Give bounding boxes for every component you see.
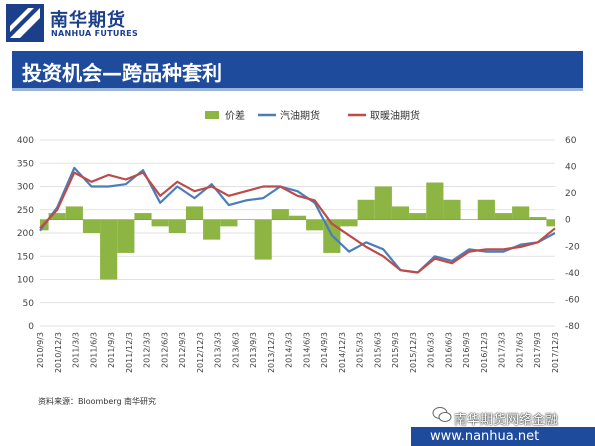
y2-tick-label: -40	[565, 269, 580, 279]
brand-name-cn: 南华期货	[50, 10, 126, 31]
x-tick-label: 2016/12/3	[480, 332, 489, 373]
x-tick-label: 2010/12/3	[54, 332, 63, 373]
x-tick-label: 2013/9/3	[249, 332, 258, 368]
x-tick-label: 2017/9/3	[533, 332, 542, 368]
wechat-icon	[432, 407, 452, 422]
x-tick-label: 2013/3/3	[214, 332, 223, 368]
spread-bar	[443, 199, 461, 220]
page-title: 投资机会—跨品种套利	[22, 61, 222, 85]
spread-bar	[340, 219, 358, 227]
x-tick-label: 2015/3/3	[356, 332, 365, 368]
x-tick-label: 2011/9/3	[107, 332, 116, 368]
spread-bar	[203, 219, 221, 240]
legend-label: 取暖油期货	[370, 109, 420, 122]
x-tick-label: 2012/12/3	[196, 332, 205, 373]
y2-tick-label: -60	[565, 295, 580, 305]
spread-bar	[168, 219, 186, 233]
spread-bar	[546, 219, 555, 227]
brand-name-en: NANHUA FUTURES	[51, 29, 139, 38]
y-tick-label: 300	[17, 183, 34, 193]
x-tick-label: 2015/12/3	[409, 332, 418, 373]
spread-bar	[100, 219, 118, 280]
spread-bar	[357, 199, 375, 220]
x-tick-label: 2017/6/3	[515, 332, 524, 368]
spread-bar	[271, 209, 289, 220]
y-tick-label: 50	[23, 299, 35, 309]
x-tick-label: 2016/6/3	[444, 332, 453, 368]
x-tick-label: 2011/3/3	[72, 332, 81, 368]
y2-tick-label: -80	[565, 322, 580, 332]
x-tick-label: 2014/12/3	[338, 332, 347, 373]
y-tick-label: 200	[17, 229, 34, 239]
x-tick-label: 2012/9/3	[178, 332, 187, 368]
x-tick-label: 2012/6/3	[160, 332, 169, 368]
spread-bar	[374, 186, 392, 220]
spread-bar	[185, 206, 204, 220]
spread-bar	[134, 213, 152, 220]
source-note: 资料来源：Bloomberg 南华研究	[38, 397, 157, 406]
spread-bar	[288, 215, 307, 220]
x-tick-label: 2013/6/3	[231, 332, 240, 368]
spread-bar	[65, 206, 83, 220]
spread-bar	[117, 219, 135, 253]
y-tick-label: 400	[17, 136, 34, 146]
x-tick-label: 2014/3/3	[285, 332, 294, 368]
spread-bar	[151, 219, 169, 227]
y2-tick-label: 0	[565, 216, 571, 226]
x-tick-label: 2011/12/3	[125, 332, 134, 373]
y-tick-label: 100	[17, 276, 34, 286]
footer-bar	[411, 427, 595, 446]
title-banner	[12, 51, 583, 88]
y2-tick-label: 40	[565, 163, 577, 173]
y-tick-label: 150	[17, 252, 34, 262]
y2-tick-label: 20	[565, 189, 577, 199]
footer-url[interactable]: www.nanhua.net	[430, 429, 540, 444]
x-tick-label: 2016/3/3	[427, 332, 436, 368]
x-tick-label: 2010/9/3	[36, 332, 45, 368]
y-tick-label: 350	[17, 159, 34, 169]
x-tick-label: 2014/6/3	[302, 332, 311, 368]
x-tick-label: 2016/9/3	[462, 332, 471, 368]
spread-bar	[494, 213, 513, 220]
spread-bar	[220, 219, 238, 227]
x-tick-label: 2014/9/3	[320, 332, 329, 368]
spread-bar	[391, 206, 410, 220]
x-tick-label: 2017/3/3	[498, 332, 507, 368]
legend-label: 汽油期货	[280, 109, 320, 122]
spread-bar	[426, 182, 444, 220]
brand-logo: 南华期货 NANHUA FUTURES	[6, 4, 166, 42]
spread-bar	[48, 213, 66, 220]
legend-label: 价差	[225, 109, 245, 122]
nanhua-logo-icon	[6, 4, 44, 42]
series-line	[39, 171, 556, 274]
legend-swatch	[205, 111, 219, 119]
x-tick-label: 2015/9/3	[391, 332, 400, 368]
x-tick-label: 2015/6/3	[373, 332, 382, 368]
y-tick-label: 250	[17, 206, 34, 216]
spread-bar	[529, 217, 547, 220]
x-tick-label: 2011/6/3	[89, 332, 98, 368]
y2-tick-label: 60	[565, 136, 577, 146]
spread-bar	[82, 219, 101, 233]
x-tick-label: 2013/12/3	[267, 332, 276, 373]
y-tick-label: 0	[28, 322, 34, 332]
y2-tick-label: -20	[565, 242, 580, 252]
spread-bar	[306, 219, 324, 231]
x-tick-label: 2017/12/3	[551, 332, 560, 373]
spread-bar	[512, 206, 530, 220]
spread-chart: 0 50 100 150 200 250 300 350 400 -80 -60 -40 -20 0 20 4…	[17, 109, 580, 373]
spread-bar	[409, 213, 427, 220]
series-line	[39, 166, 556, 274]
spread-bar	[477, 199, 495, 220]
spread-bar	[254, 219, 272, 260]
title-banner-underline	[12, 88, 583, 91]
watermark-text: 南华期货网络金融	[454, 413, 559, 428]
x-tick-label: 2012/3/3	[143, 332, 152, 368]
